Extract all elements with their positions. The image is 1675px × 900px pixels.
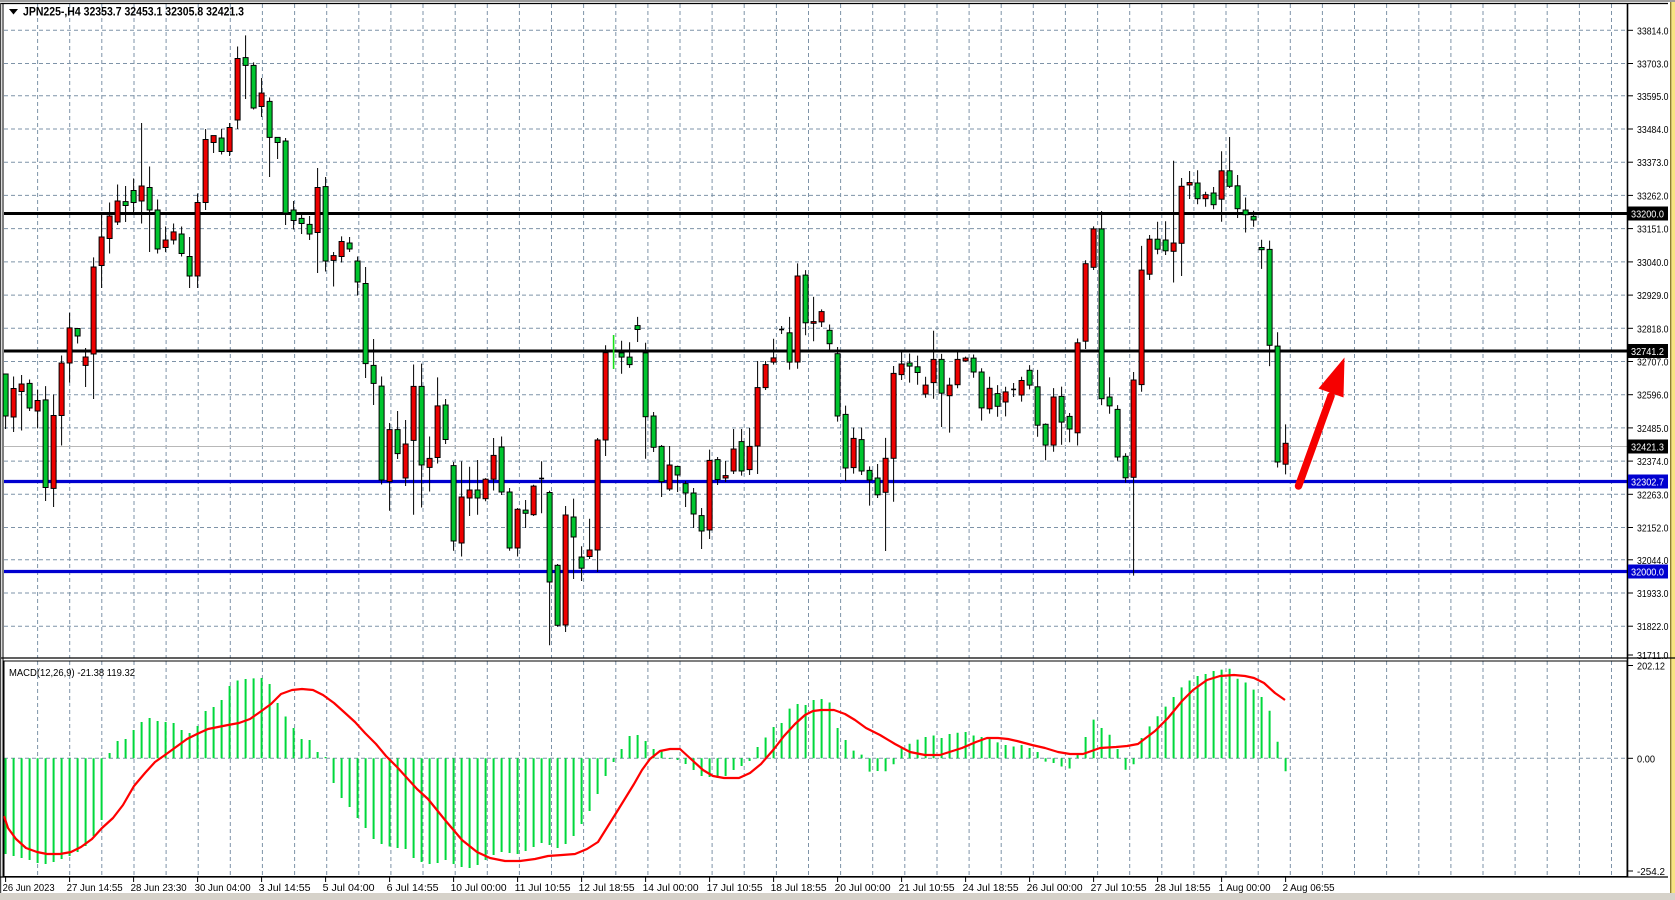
svg-text:18 Jul 18:55: 18 Jul 18:55	[771, 882, 827, 894]
svg-text:1 Aug 00:00: 1 Aug 00:00	[1219, 882, 1271, 894]
svg-text:33262.0: 33262.0	[1637, 190, 1669, 202]
svg-text:32044.0: 32044.0	[1637, 555, 1669, 567]
svg-text:5 Jul 04:00: 5 Jul 04:00	[323, 882, 375, 894]
svg-text:32596.0: 32596.0	[1637, 390, 1669, 402]
svg-text:17 Jul 10:55: 17 Jul 10:55	[707, 882, 763, 894]
svg-text:33484.0: 33484.0	[1637, 124, 1669, 136]
svg-text:27 Jun 14:55: 27 Jun 14:55	[67, 882, 123, 894]
svg-text:6 Jul 14:55: 6 Jul 14:55	[387, 882, 439, 894]
svg-text:24 Jul 18:55: 24 Jul 18:55	[963, 882, 1019, 894]
svg-text:-254.2: -254.2	[1637, 866, 1665, 878]
svg-text:32818.0: 32818.0	[1637, 323, 1669, 335]
svg-text:32152.0: 32152.0	[1637, 523, 1669, 535]
svg-text:3 Jul 14:55: 3 Jul 14:55	[259, 882, 311, 894]
svg-text:21 Jul 10:55: 21 Jul 10:55	[899, 882, 955, 894]
svg-text:11 Jul 10:55: 11 Jul 10:55	[515, 882, 571, 894]
svg-text:26 Jun 2023: 26 Jun 2023	[3, 882, 55, 894]
svg-text:12 Jul 18:55: 12 Jul 18:55	[579, 882, 635, 894]
svg-text:32263.0: 32263.0	[1637, 489, 1669, 501]
svg-text:32421.3: 32421.3	[1631, 442, 1664, 454]
svg-text:JPN225-,H4 32353.7 32453.1 32: JPN225-,H4 32353.7 32453.1 32305.8 32421…	[23, 5, 244, 19]
svg-text:0.00: 0.00	[1637, 753, 1655, 765]
svg-text:33595.0: 33595.0	[1637, 91, 1669, 103]
svg-text:32485.0: 32485.0	[1637, 423, 1669, 435]
svg-text:33703.0: 33703.0	[1637, 59, 1669, 71]
svg-text:31711.0: 31711.0	[1637, 650, 1669, 662]
svg-text:33814.0: 33814.0	[1637, 25, 1669, 37]
svg-text:14 Jul 00:00: 14 Jul 00:00	[643, 882, 699, 894]
svg-text:32000.0: 32000.0	[1631, 567, 1664, 579]
svg-text:202.12: 202.12	[1637, 661, 1665, 673]
svg-text:31822.0: 31822.0	[1637, 621, 1669, 633]
svg-text:2 Aug 06:55: 2 Aug 06:55	[1283, 882, 1335, 894]
svg-text:28 Jun 23:30: 28 Jun 23:30	[131, 882, 187, 894]
svg-text:27 Jul 10:55: 27 Jul 10:55	[1091, 882, 1147, 894]
svg-text:33040.0: 33040.0	[1637, 257, 1669, 269]
svg-text:33373.0: 33373.0	[1637, 157, 1669, 169]
svg-text:32302.7: 32302.7	[1631, 477, 1664, 489]
svg-text:10 Jul 00:00: 10 Jul 00:00	[451, 882, 507, 894]
svg-text:28 Jul 18:55: 28 Jul 18:55	[1155, 882, 1211, 894]
svg-text:32929.0: 32929.0	[1637, 290, 1669, 302]
svg-text:MACD(12,26,9) -21.38 119.32: MACD(12,26,9) -21.38 119.32	[9, 667, 135, 679]
svg-text:20 Jul 00:00: 20 Jul 00:00	[835, 882, 891, 894]
svg-text:26 Jul 00:00: 26 Jul 00:00	[1027, 882, 1083, 894]
svg-text:32707.0: 32707.0	[1637, 357, 1669, 369]
svg-text:31933.0: 31933.0	[1637, 588, 1669, 600]
svg-text:33200.0: 33200.0	[1631, 209, 1664, 221]
svg-text:32374.0: 32374.0	[1637, 456, 1669, 468]
svg-text:30 Jun 04:00: 30 Jun 04:00	[195, 882, 251, 894]
svg-text:32741.2: 32741.2	[1631, 346, 1664, 358]
svg-text:33151.0: 33151.0	[1637, 224, 1669, 236]
